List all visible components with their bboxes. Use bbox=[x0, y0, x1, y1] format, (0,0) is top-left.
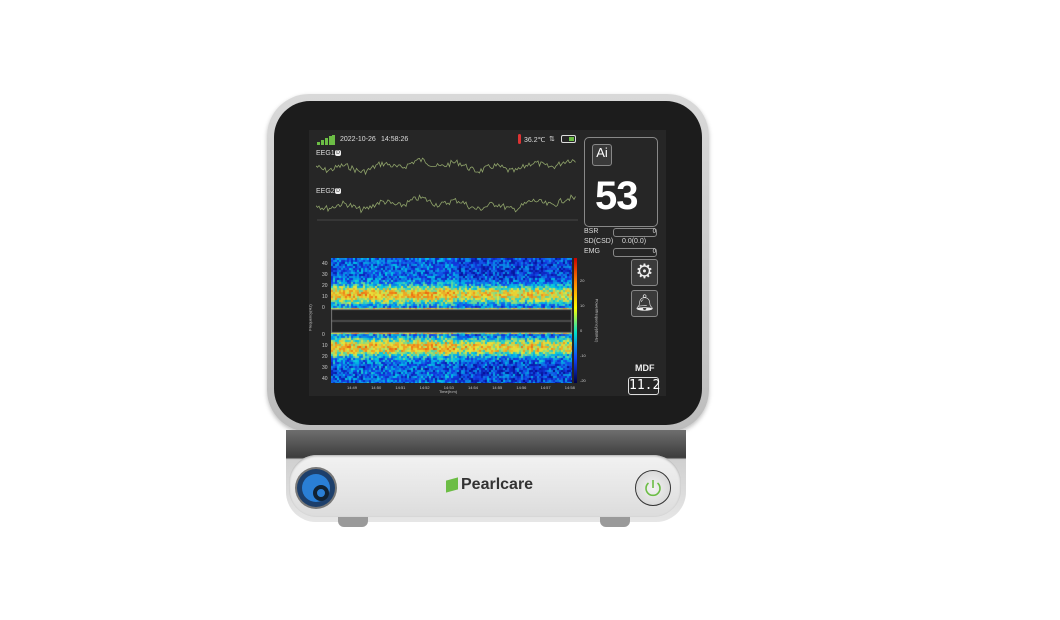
power-button[interactable] bbox=[635, 470, 671, 506]
colorbar-tick: 10 bbox=[580, 303, 585, 308]
param-label: EMG bbox=[584, 248, 600, 255]
time-tick: 14:56 bbox=[516, 385, 527, 390]
freq-tick-bottom: 20 bbox=[322, 354, 328, 360]
right-foot bbox=[600, 517, 630, 527]
eeg1-label: EEG1 bbox=[316, 150, 335, 157]
left-foot bbox=[338, 517, 368, 527]
signal-bars-icon bbox=[317, 135, 335, 145]
freq-tick-top: 10 bbox=[322, 294, 328, 300]
spectrogram bbox=[331, 258, 572, 383]
brand-name: Pearlcare bbox=[461, 476, 534, 493]
sync-arrows-icon: ⇅ bbox=[549, 136, 555, 143]
freq-tick-bottom: 10 bbox=[322, 343, 328, 349]
power-icon bbox=[645, 480, 661, 497]
eeg1-waveform bbox=[316, 157, 576, 176]
freq-tick-bottom: 30 bbox=[322, 365, 328, 371]
index-panel: Ai 53 bbox=[584, 137, 658, 227]
battery-icon bbox=[561, 135, 576, 143]
eeg2-waveform bbox=[316, 194, 576, 214]
time-tick: 14:52 bbox=[419, 385, 430, 390]
colorbar-tick: -10 bbox=[580, 353, 586, 358]
leaf-logo-icon bbox=[446, 477, 458, 493]
freq-tick-top: 40 bbox=[322, 261, 328, 267]
eeg2-label: EEG2 bbox=[316, 188, 335, 195]
eeg2-badge: D bbox=[335, 188, 341, 194]
eeg1-badge: D bbox=[335, 150, 341, 156]
param-value: 0 bbox=[613, 228, 657, 237]
param-label: BSR bbox=[584, 228, 599, 235]
colorbar bbox=[574, 258, 577, 383]
ai-badge: Ai bbox=[592, 144, 612, 166]
front-panel bbox=[289, 455, 681, 517]
time-tick: 14:57 bbox=[540, 385, 551, 390]
param-label: SD(CSD) bbox=[584, 238, 614, 245]
freq-tick-top: 0 bbox=[322, 305, 325, 311]
mdf-label: MDF bbox=[635, 363, 655, 373]
alarm-button[interactable]: 🔔︎ bbox=[631, 290, 658, 317]
param-value: 0.0(0.0) bbox=[622, 238, 647, 245]
frequency-axis-label: Frequency(Hz) bbox=[307, 304, 313, 331]
status-time: 14:58:26 bbox=[381, 136, 409, 143]
time-tick: 14:58 bbox=[564, 385, 575, 390]
settings-button[interactable]: ⚙ bbox=[631, 259, 658, 286]
freq-tick-top: 30 bbox=[322, 272, 328, 278]
thermometer-icon bbox=[518, 134, 521, 144]
index-value: 53 bbox=[595, 174, 638, 218]
time-tick: 14:50 bbox=[371, 385, 382, 390]
temperature: 36.2℃ bbox=[524, 137, 546, 144]
time-tick: 14:51 bbox=[395, 385, 406, 390]
colorbar-tick: -20 bbox=[580, 378, 586, 383]
eeg-waveforms bbox=[316, 157, 578, 221]
time-tick: 14:49 bbox=[347, 385, 358, 390]
colorbar-tick: 20 bbox=[580, 278, 585, 283]
freq-tick-bottom: 0 bbox=[322, 332, 325, 338]
monitor-display: 2022-10-26 14:58:26 36.2℃ ⇅ EEG1 D EEG2 … bbox=[307, 130, 666, 396]
mdf-value: 11.2 bbox=[628, 377, 661, 395]
freq-tick-top: 20 bbox=[322, 283, 328, 289]
colorbar-label: Power/frequency(dB/Hz) bbox=[594, 298, 600, 343]
bell-icon: 🔔︎ bbox=[634, 295, 655, 312]
sensor-port[interactable] bbox=[297, 469, 335, 507]
brand-logo: Pearlcare bbox=[446, 476, 533, 494]
time-tick: 14:53 bbox=[443, 385, 454, 390]
status-date: 2022-10-26 bbox=[340, 136, 376, 143]
time-tick: 14:55 bbox=[492, 385, 503, 390]
time-tick: 14:54 bbox=[468, 385, 479, 390]
time-axis-label: Time(h:m) bbox=[439, 389, 458, 394]
gear-icon: ⚙ bbox=[635, 261, 654, 283]
param-value: 0 bbox=[613, 248, 657, 257]
colorbar-tick: 0 bbox=[580, 328, 583, 333]
freq-tick-bottom: 40 bbox=[322, 376, 328, 382]
